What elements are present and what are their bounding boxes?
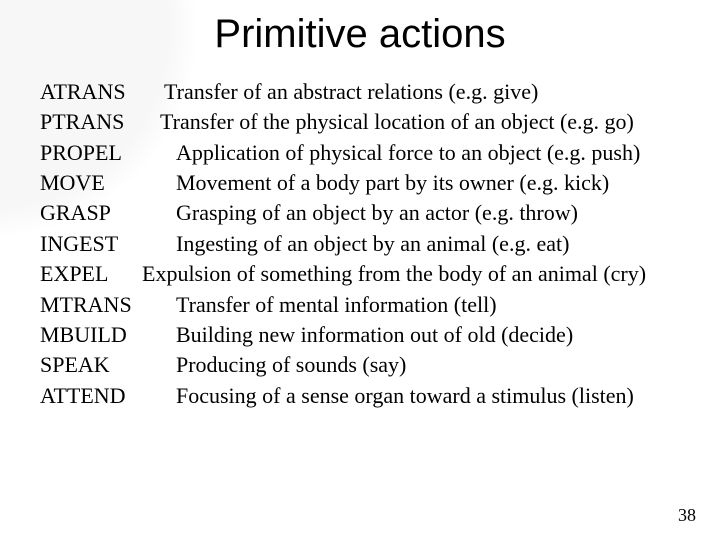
term: MBUILD xyxy=(40,320,160,350)
definition: Transfer of mental information (tell) xyxy=(160,290,700,320)
list-item: ATRANS Transfer of an abstract relations… xyxy=(40,77,700,107)
list-item: GRASP Grasping of an object by an actor … xyxy=(40,198,700,228)
term: GRASP xyxy=(40,198,160,228)
term: SPEAK xyxy=(40,350,160,380)
definitions-list: ATRANS Transfer of an abstract relations… xyxy=(0,77,720,411)
definition: Producing of sounds (say) xyxy=(160,350,700,380)
definition: Focusing of a sense organ toward a stimu… xyxy=(160,381,700,411)
list-item: SPEAK Producing of sounds (say) xyxy=(40,350,700,380)
slide-title: Primitive actions xyxy=(0,0,720,77)
list-item: PTRANS Transfer of the physical location… xyxy=(40,107,700,137)
term: ATRANS xyxy=(40,77,160,107)
definition: Ingesting of an object by an animal (e.g… xyxy=(160,229,700,259)
list-item: MTRANS Transfer of mental information (t… xyxy=(40,290,700,320)
list-item: MBUILD Building new information out of o… xyxy=(40,320,700,350)
definition: Movement of a body part by its owner (e.… xyxy=(160,168,700,198)
list-item: ATTEND Focusing of a sense organ toward … xyxy=(40,381,700,411)
list-item: INGEST Ingesting of an object by an anim… xyxy=(40,229,700,259)
definition: Building new information out of old (dec… xyxy=(160,320,700,350)
term: PTRANS xyxy=(40,107,160,137)
list-item: PROPEL Application of physical force to … xyxy=(40,138,700,168)
slide: Primitive actions ATRANS Transfer of an … xyxy=(0,0,720,540)
term: PROPEL xyxy=(40,138,160,168)
list-item: EXPEL Expulsion of something from the bo… xyxy=(40,259,700,289)
definition: Expulsion of something from the body of … xyxy=(142,259,700,289)
term: MOVE xyxy=(40,168,160,198)
list-item: MOVE Movement of a body part by its owne… xyxy=(40,168,700,198)
term: INGEST xyxy=(40,229,160,259)
definition: Application of physical force to an obje… xyxy=(160,138,700,168)
term: MTRANS xyxy=(40,290,160,320)
definition: Transfer of an abstract relations (e.g. … xyxy=(160,77,700,107)
term: ATTEND xyxy=(40,381,160,411)
definition: Transfer of the physical location of an … xyxy=(160,107,700,137)
page-number: 38 xyxy=(678,505,696,526)
definition: Grasping of an object by an actor (e.g. … xyxy=(160,198,700,228)
